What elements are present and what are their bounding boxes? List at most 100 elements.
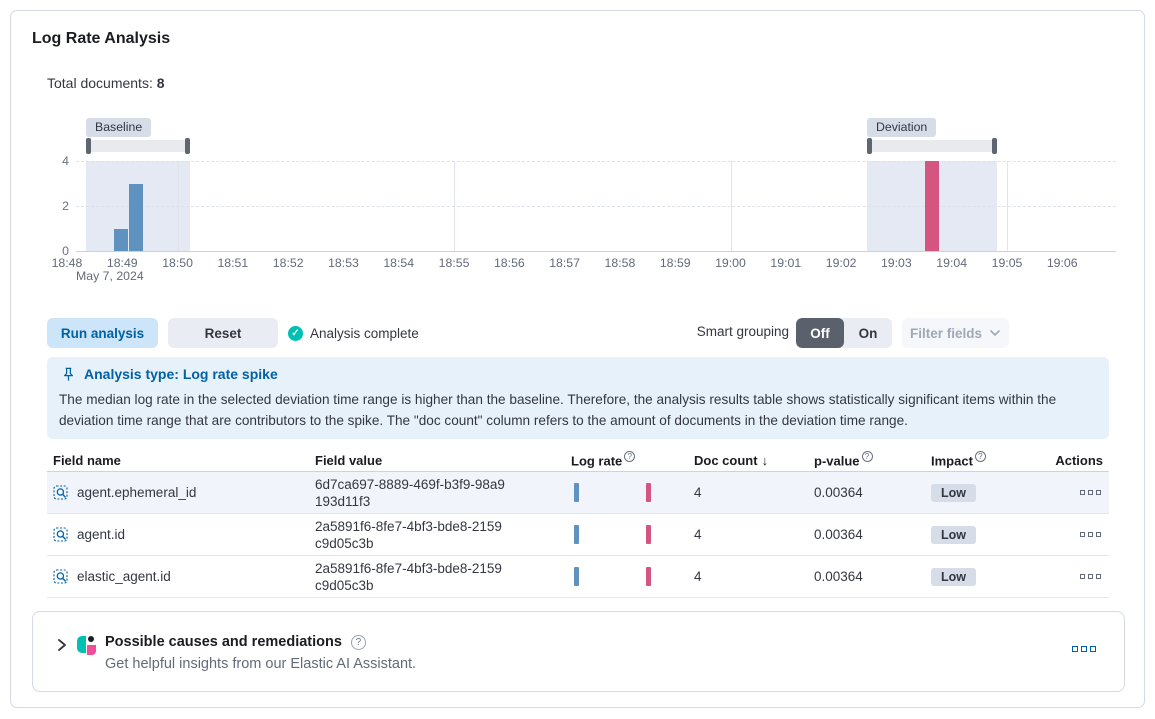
total-documents-value: 8 (156, 75, 165, 91)
mini-deviation-bar (646, 525, 651, 544)
chevron-down-icon (990, 330, 1000, 336)
x-tick-label: 18:55 (438, 256, 470, 270)
possible-causes-subtitle: Get helpful insights from our Elastic AI… (105, 656, 417, 672)
x-tick-label: 18:49 (106, 256, 138, 270)
chart-plot-area: 18:48 18:49 18:50 18:51 18:52 18:53 18:54 18:55… (52, 161, 1116, 283)
analysis-status-text: Analysis complete (310, 325, 419, 341)
deviation-brush[interactable] (867, 138, 997, 154)
baseline-brush-right-handle[interactable] (185, 138, 190, 154)
impact-badge: Low (931, 567, 976, 586)
header-impact: Impact? (903, 450, 1029, 468)
possible-causes-title[interactable]: Possible causes and remediations (105, 634, 342, 650)
page-title: Log Rate Analysis (32, 30, 171, 47)
row-actions-icon[interactable] (1080, 532, 1101, 537)
chevron-right-icon[interactable] (55, 638, 69, 652)
p-value: 0.00364 (814, 569, 863, 584)
x-tick-label: 18:48 (51, 256, 83, 270)
impact-info-icon[interactable]: ? (974, 450, 986, 462)
table-row[interactable]: elastic_agent.id 2a5891f6-8fe7-4bf3-bde8-… (47, 556, 1109, 598)
header-field-value: Field value (315, 452, 383, 468)
mini-baseline-bar (574, 525, 579, 544)
field-filter-icon[interactable] (53, 484, 69, 501)
mini-baseline-bar (574, 483, 579, 502)
help-icon[interactable]: ? (350, 634, 366, 650)
x-tick-label: 19:01 (770, 256, 802, 270)
field-name: agent.ephemeral_id (77, 485, 197, 500)
x-tick-label: 19:06 (1046, 256, 1078, 270)
deviation-brush-left-handle[interactable] (867, 138, 872, 154)
field-value: 2a5891f6-8fe7-4bf3-bde8-2159c9d05c3b (315, 560, 502, 593)
baseline-bar (113, 228, 128, 251)
x-tick-label: 19:03 (880, 256, 912, 270)
baseline-bar (128, 183, 143, 251)
x-axis-line (76, 251, 1116, 252)
pin-icon (63, 367, 74, 381)
y-tick-label: 0 (62, 244, 69, 258)
log-rate-mini-chart (561, 472, 671, 513)
smart-grouping-on-button[interactable]: On (858, 325, 878, 341)
filter-fields-button[interactable]: Filter fields (902, 318, 1009, 348)
x-tick-label: 18:52 (272, 256, 304, 270)
x-tick-label: 18:56 (493, 256, 525, 270)
p-value-info-icon[interactable]: ? (861, 450, 873, 462)
header-doc-count[interactable]: Doc count ↓ (694, 452, 769, 468)
elastic-ai-assistant-icon (77, 636, 96, 655)
y-tick-label: 2 (62, 199, 69, 213)
v-gridline (1006, 161, 1008, 251)
impact-badge: Low (931, 483, 976, 502)
x-tick-label: 19:02 (825, 256, 857, 270)
smart-grouping-label: Smart grouping (696, 324, 789, 339)
table-header-row: Field name Field value Log rate? Doc cou… (47, 449, 1109, 472)
header-field-name: Field name (53, 452, 121, 468)
baseline-badge: Baseline (86, 118, 152, 137)
mini-baseline-bar (574, 567, 579, 586)
impact-badge: Low (931, 525, 976, 544)
mini-deviation-bar (646, 483, 651, 502)
deviation-badge: Deviation (867, 118, 937, 137)
deviation-brush-right-handle[interactable] (992, 138, 997, 154)
baseline-brush[interactable] (86, 138, 190, 154)
x-tick-label: 18:58 (604, 256, 636, 270)
h-gridline (76, 161, 1116, 162)
sort-desc-icon: ↓ (761, 452, 769, 468)
deviation-bar (924, 161, 939, 251)
table-row[interactable]: agent.ephemeral_id 6d7ca697-8889-469f-b3f… (47, 472, 1109, 514)
header-p-value: p-value? (791, 450, 903, 468)
baseline-brush-left-handle[interactable] (86, 138, 91, 154)
smart-grouping-toggle: Off On (796, 318, 892, 348)
v-gridline (177, 161, 179, 251)
v-gridline (731, 161, 733, 251)
smart-grouping-off-button[interactable]: Off (796, 318, 844, 348)
row-actions-icon[interactable] (1080, 490, 1101, 495)
callout-body: The median log rate in the selected devi… (59, 392, 1057, 428)
p-value: 0.00364 (814, 527, 863, 542)
analysis-results-table: Field name Field value Log rate? Doc cou… (47, 449, 1109, 598)
analysis-status: ✓ Analysis complete (288, 318, 419, 348)
panel-actions-icon[interactable] (1072, 646, 1096, 652)
p-value: 0.00364 (814, 485, 863, 500)
field-filter-icon[interactable] (53, 526, 69, 543)
toolbar: Run analysis Reset ✓ Analysis complete S… (47, 318, 1109, 348)
v-gridline (453, 161, 455, 251)
mini-deviation-bar (646, 567, 651, 586)
run-analysis-button[interactable]: Run analysis (47, 318, 158, 348)
y-tick-label: 4 (62, 154, 69, 168)
field-name: agent.id (77, 527, 126, 542)
h-gridline (76, 206, 1116, 207)
analysis-type-callout: Analysis type: Log rate spike The median… (47, 357, 1109, 439)
x-tick-label: 18:59 (659, 256, 691, 270)
x-tick-label: 18:53 (328, 256, 359, 270)
log-rate-mini-chart (561, 556, 671, 597)
log-rate-info-icon[interactable]: ? (624, 450, 636, 462)
x-axis-date-label: May 7, 2024 (76, 269, 144, 283)
header-log-rate: Log rate? (561, 450, 671, 468)
reset-button[interactable]: Reset (168, 318, 278, 348)
row-actions-icon[interactable] (1080, 574, 1101, 579)
x-tick-label: 18:51 (217, 256, 249, 270)
table-row[interactable]: agent.id 2a5891f6-8fe7-4bf3-bde8-2159c9d0… (47, 514, 1109, 556)
total-documents: Total documents: 8 (47, 75, 165, 91)
possible-causes-panel: Possible causes and remediations ? Get h… (32, 611, 1125, 692)
field-filter-icon[interactable] (53, 568, 69, 585)
x-tick-label: 19:05 (991, 256, 1023, 270)
